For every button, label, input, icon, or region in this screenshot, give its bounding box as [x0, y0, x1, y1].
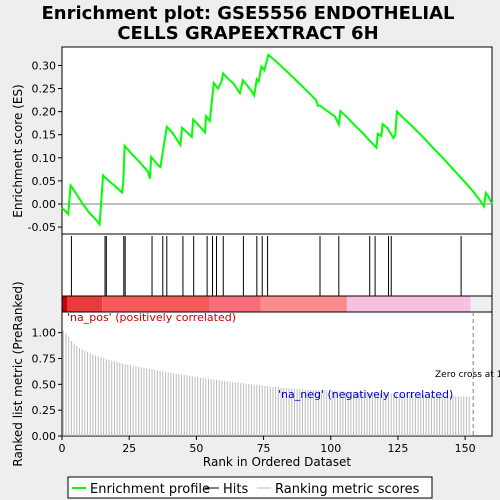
legend-hits-label: Hits: [223, 482, 248, 497]
hits-panel: [61, 233, 493, 297]
rank-y-axis-ticks: 0.00 0.25 0.50 0.75 1.00: [32, 327, 62, 443]
rank-x-axis-label: Rank in Ordered Dataset: [203, 455, 351, 469]
ranked-list-metric-panel: 0.00 0.25 0.50 0.75 1.00 0 25 50 75 100 125 150 'n…: [11, 281, 500, 469]
heatmap-segment: [102, 296, 210, 312]
heatmap-segment: [346, 296, 471, 312]
enrichment-profile-line: [61, 52, 493, 227]
heatmap-segment: [62, 296, 68, 312]
rank-x-tick-label: 150: [455, 442, 476, 455]
es-plot-area: [61, 46, 493, 235]
ranking-metric-bars: [62, 330, 470, 436]
rank-x-tick-label: 75: [257, 442, 271, 455]
heatmap-segment: [209, 296, 261, 312]
chart-legend: Enrichment profile Hits Ranking metric s…: [67, 476, 433, 499]
rank-x-tick-label: 125: [387, 442, 408, 455]
es-y-axis-ticks: -0.05 0.00 0.05 0.10 0.15 0.20 0.25 0.30: [28, 59, 62, 234]
rank-y-axis-label: Ranked list metric (PreRanked): [11, 281, 25, 466]
chart-title-line-1: Enrichment plot: GSE5556 ENDOTHELIAL: [42, 3, 455, 24]
pos-correlated-label: 'na_pos' (positively correlated): [67, 311, 236, 324]
rank-x-tick-label: 0: [59, 442, 66, 455]
rank-y-tick-label: 0.50: [32, 378, 57, 391]
es-y-tick-label: 0.20: [32, 106, 57, 119]
heatmap-segment: [67, 296, 103, 312]
hits-plot-area: [61, 233, 493, 297]
zero-cross-label: Zero cross at 153: [435, 370, 500, 380]
es-y-tick-label: 0.05: [32, 175, 57, 188]
es-y-tick-label: -0.05: [28, 221, 56, 234]
legend-enrichment-label: Enrichment profile: [90, 482, 210, 497]
rank-plot-area: [61, 311, 493, 437]
legend-box: [67, 476, 433, 499]
ranked-list-heatmap-strip: [62, 296, 471, 312]
es-y-tick-label: 0.10: [32, 152, 57, 165]
es-y-tick-label: 0.30: [32, 59, 57, 72]
neg-correlated-label: 'na_neg' (negatively correlated): [278, 388, 453, 401]
rank-x-tick-label: 100: [320, 442, 341, 455]
es-y-tick-label: 0.00: [32, 198, 57, 211]
es-y-tick-label: 0.15: [32, 129, 57, 142]
legend-ranking-label: Ranking metric scores: [275, 482, 420, 497]
heatmap-segment: [260, 296, 347, 312]
rank-y-tick-label: 0.75: [32, 353, 57, 366]
rank-y-tick-label: 0.00: [32, 430, 57, 443]
es-y-tick-label: 0.25: [32, 83, 57, 96]
chart-title-line-2: CELLS GRAPEEXTRACT 6H: [117, 23, 378, 44]
es-y-axis-label: Enrichment score (ES): [11, 84, 25, 217]
rank-x-axis-ticks: 0 25 50 75 100 125 150: [59, 436, 476, 455]
rank-y-tick-label: 1.00: [32, 327, 57, 340]
hit-lines: [70, 236, 462, 296]
rank-x-tick-label: 25: [122, 442, 136, 455]
rank-x-tick-label: 50: [189, 442, 203, 455]
enrichment-profile-panel: -0.05 0.00 0.05 0.10 0.15 0.20 0.25 0.30 Enrich…: [11, 46, 493, 235]
rank-y-tick-label: 0.25: [32, 404, 57, 417]
